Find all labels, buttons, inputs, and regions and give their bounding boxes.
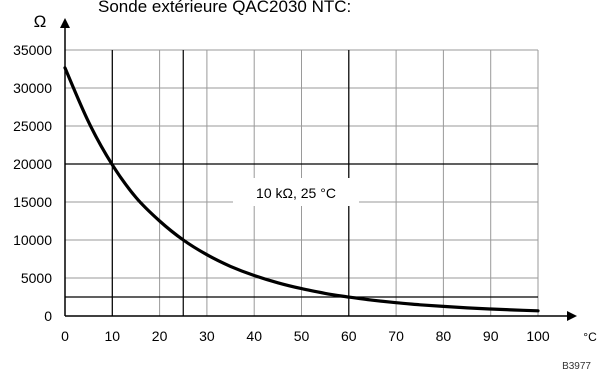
axes: [60, 18, 577, 321]
figure-code: B3977: [562, 361, 591, 372]
y-tick-label: 30000: [13, 80, 52, 96]
x-tick-label: 50: [294, 328, 310, 344]
y-tick-labels: 0 5000 10000 15000 20000 25000 30000 35000: [13, 42, 52, 324]
x-tick-label: 0: [61, 328, 69, 344]
x-tick-label: 70: [388, 328, 404, 344]
x-tick-label: 40: [246, 328, 262, 344]
annotation-label: 10 kΩ, 25 °C: [256, 185, 336, 201]
annotation-background: [233, 178, 359, 206]
resistance-curve: [63, 66, 540, 313]
y-tick-label: 10000: [13, 232, 52, 248]
y-tick-label: 15000: [13, 194, 52, 210]
annotation-box: 10 kΩ, 25 °C: [233, 178, 359, 206]
y-axis-unit: Ω: [34, 12, 47, 31]
series-line: [63, 66, 540, 313]
x-tick-label: 10: [105, 328, 121, 344]
y-tick-label: 35000: [13, 42, 52, 58]
x-tick-label: 80: [436, 328, 452, 344]
y-tick-label: 25000: [13, 118, 52, 134]
y-tick-label: 0: [44, 308, 52, 324]
x-tick-label: 60: [341, 328, 357, 344]
x-tick-label: 100: [526, 328, 550, 344]
chart-title: Sonde extérieure QAC2030 NTC:: [98, 0, 351, 16]
x-axis-unit: °C: [583, 330, 597, 344]
x-tick-label: 20: [152, 328, 168, 344]
x-tick-label: 30: [199, 328, 215, 344]
y-tick-label: 20000: [13, 156, 52, 172]
x-tick-labels: 0 10 20 30 40 50 60 70 80 90 100: [61, 328, 550, 344]
x-tick-label: 90: [483, 328, 499, 344]
y-tick-label: 5000: [21, 270, 52, 286]
